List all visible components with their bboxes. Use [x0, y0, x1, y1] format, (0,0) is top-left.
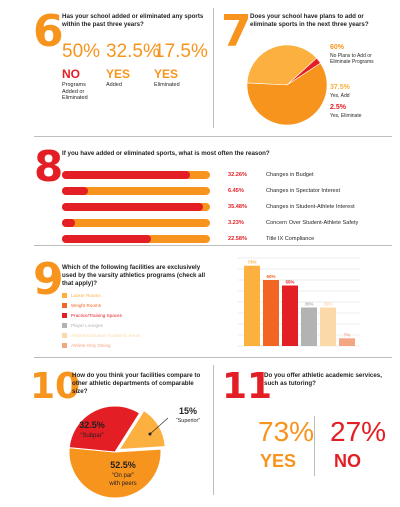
section-number: 6	[33, 6, 64, 57]
bar	[339, 338, 355, 346]
bar-category-label: Changes in Student-Athlete Interest	[266, 204, 355, 210]
stat-percent: 17.5%	[154, 41, 208, 62]
yes-percent: 73%	[258, 416, 315, 447]
stat-label: Added	[106, 82, 122, 88]
section-number: 7	[221, 6, 252, 57]
bar	[320, 307, 336, 346]
slice-percent: 15%	[179, 406, 197, 416]
legend-label: Athlete/Exclusive Academic Areas	[71, 333, 141, 338]
pie-chart	[246, 44, 328, 126]
slice-percent: 32.5%	[79, 420, 105, 430]
legend-swatch	[62, 313, 67, 318]
legend-percent: 37.5%	[330, 84, 350, 91]
question-text: Which of the following facilities are ex…	[62, 264, 206, 287]
divider	[314, 416, 315, 476]
legend-percent: 2.5%	[330, 104, 346, 111]
bar-value-label: 35%	[304, 302, 313, 307]
pie-slice	[246, 44, 318, 86]
bar	[244, 265, 260, 346]
pie-slice	[68, 405, 141, 453]
slice-label: “On par”	[112, 473, 134, 479]
bar	[62, 171, 190, 179]
pie-chart: 32.5% “Subpar” 15% “Superior” 52.5% “On par” w…	[68, 405, 201, 499]
bar-category-label: Title IX Compliance	[266, 236, 315, 242]
slice-label: “Subpar”	[80, 433, 103, 439]
legend-label: Yes, Eliminate	[330, 113, 362, 119]
legend-swatch	[62, 343, 67, 348]
bar-value-label: 6.45%	[228, 188, 244, 194]
question-text: Does your school have plans to add or el…	[250, 13, 369, 28]
bar	[62, 203, 203, 211]
bar	[62, 187, 88, 195]
divider	[213, 8, 214, 128]
pie-slice	[246, 62, 328, 126]
stat-label: Programs Added or Eliminated	[62, 82, 88, 102]
legend-percent: 60%	[330, 44, 345, 51]
bar-value-label: 7%	[344, 332, 351, 337]
bar	[62, 235, 152, 243]
legend-label: Weight Rooms	[71, 303, 102, 308]
legend-swatch	[62, 303, 67, 308]
divider	[213, 365, 214, 495]
bar	[263, 280, 279, 346]
stat-percent: 32.5%	[106, 41, 160, 62]
bar-value-label: 35.48%	[228, 204, 247, 210]
legend-label: Yes, Add	[330, 93, 350, 99]
bar-value-label: 60%	[266, 274, 275, 279]
stat-word: YES	[106, 67, 131, 81]
bar	[62, 219, 75, 227]
bar-value-label: 55%	[285, 280, 294, 285]
bar-track	[62, 219, 210, 227]
stat-word: YES	[154, 67, 179, 81]
divider	[34, 136, 392, 137]
callout-line	[149, 417, 169, 435]
legend-swatch	[62, 323, 67, 328]
divider	[34, 357, 392, 358]
legend-label: Practice/Training Spaces	[71, 313, 122, 318]
section-number: 8	[34, 142, 64, 191]
bar-value-label: 32.26%	[228, 172, 247, 178]
question-text: Has your school added or eliminated any …	[62, 13, 204, 28]
bar-value-label: 3.23%	[228, 220, 244, 226]
bar-category-label: Concern Over Student-Athlete Safety	[266, 220, 359, 226]
bar	[301, 307, 317, 346]
question-text: Do you offer athletic academic services,…	[264, 372, 382, 387]
bar-category-label: Changes in Spectator Interest	[266, 188, 341, 194]
pie-slice	[68, 447, 162, 499]
legend-swatch	[62, 333, 67, 338]
legend-label: Athlete-Only Dining	[71, 343, 111, 348]
no-percent: 27%	[330, 416, 387, 447]
stat-word: NO	[62, 67, 80, 81]
bar-track	[62, 187, 210, 195]
bar-value-label: 35%	[323, 302, 332, 307]
callout-dot	[148, 432, 152, 436]
section-number: 9	[33, 254, 64, 305]
slice-label: with peers	[108, 481, 136, 487]
yes-label: YES	[260, 451, 297, 471]
legend-swatch	[62, 293, 67, 298]
legend-label: Player Lounges	[71, 323, 103, 328]
no-label: NO	[334, 451, 361, 471]
section-number: 11	[222, 366, 273, 407]
divider	[34, 245, 392, 246]
question-text: If you have added or eliminated sports, …	[62, 150, 270, 157]
stat-label: Eliminated	[154, 82, 180, 88]
section-number: 10	[30, 366, 81, 407]
legend-label: Locker Rooms	[71, 293, 101, 298]
slice-percent: 52.5%	[110, 460, 136, 470]
slice-label: “Superior”	[176, 418, 201, 424]
legend-label: No Plans to Add or Eliminate Programs	[330, 53, 374, 65]
bar-chart: 73% 60% 55% 35% 35% 7%	[238, 257, 360, 347]
bar-category-label: Changes in Budget	[266, 172, 314, 178]
bar-value-label: 73%	[247, 260, 256, 265]
question-text: How do you think your facilities compare…	[72, 372, 201, 395]
stat-percent: 50%	[62, 41, 101, 62]
bar-value-label: 22.58%	[228, 236, 247, 242]
bar	[282, 285, 298, 346]
